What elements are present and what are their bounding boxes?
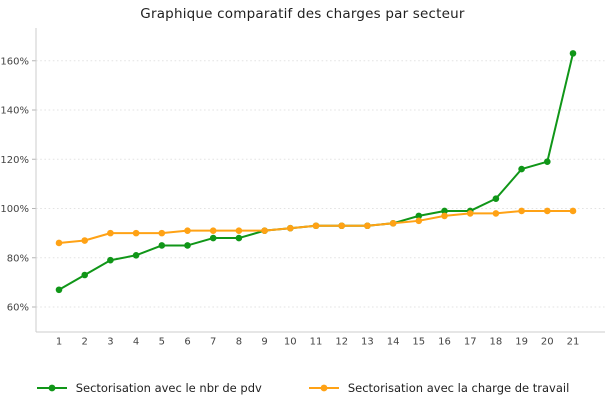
data-point — [107, 256, 114, 264]
x-axis-label: 18 — [490, 337, 503, 348]
data-point — [466, 210, 474, 217]
x-axis-label: 15 — [412, 337, 425, 348]
data-point — [209, 227, 217, 234]
data-point — [544, 207, 551, 215]
x-axis-label: 12 — [335, 337, 348, 348]
x-axis-label: 1 — [56, 337, 62, 348]
data-point — [415, 217, 423, 225]
data-point — [81, 237, 88, 244]
data-point — [364, 222, 371, 230]
x-axis-label: 9 — [261, 337, 267, 348]
data-point — [184, 227, 191, 234]
data-point — [441, 207, 448, 215]
y-axis-label: 100% — [0, 204, 29, 215]
data-point — [158, 242, 166, 249]
y-axis-label: 160% — [0, 56, 29, 67]
legend-label-charge-travail: Sectorisation avec la charge de travail — [347, 381, 570, 395]
x-axis-label: 6 — [184, 337, 190, 348]
y-axis-label: 140% — [0, 106, 29, 117]
data-point — [235, 234, 243, 242]
data-point — [441, 212, 448, 220]
data-point — [518, 165, 525, 173]
data-point — [569, 207, 577, 215]
data-point — [55, 239, 63, 247]
data-point — [132, 229, 140, 237]
x-axis-label: 16 — [438, 337, 451, 348]
legend-marker-line-dot-icon — [308, 384, 339, 392]
data-point — [492, 195, 500, 202]
data-point — [158, 229, 166, 237]
legend-marker-line-dot-icon — [36, 384, 67, 392]
data-point — [107, 229, 114, 237]
data-point — [312, 222, 320, 230]
legend-label-nbr-pdv: Sectorisation avec le nbr de pdv — [75, 381, 262, 395]
x-axis-label: 14 — [387, 337, 400, 348]
data-point — [81, 271, 88, 279]
data-point — [132, 251, 140, 259]
y-axis-label: 60% — [7, 303, 29, 314]
x-axis-label: 19 — [515, 337, 528, 348]
data-point — [55, 286, 63, 294]
x-axis-label: 17 — [464, 337, 477, 348]
x-axis-label: 10 — [284, 337, 297, 348]
x-axis-label: 20 — [541, 337, 554, 348]
y-axis-label: 80% — [7, 253, 29, 264]
data-point — [184, 242, 191, 249]
x-axis-label: 11 — [310, 337, 323, 348]
legend-item-charge-travail: Sectorisation avec la charge de travail — [308, 381, 569, 395]
x-axis-label: 4 — [133, 337, 139, 348]
y-axis-label: 120% — [0, 155, 29, 166]
chart-legend: Sectorisation avec le nbr de pdv Sectori… — [0, 381, 605, 395]
data-point — [518, 207, 525, 215]
chart-title: Graphique comparatif des charges par sec… — [140, 6, 465, 22]
data-point — [415, 212, 423, 220]
data-point — [235, 227, 243, 234]
x-axis-label: 13 — [361, 337, 374, 348]
data-point — [492, 210, 500, 217]
x-axis-label: 21 — [567, 337, 580, 348]
data-point — [544, 158, 551, 166]
data-point — [338, 222, 346, 230]
x-axis-label: 2 — [82, 337, 88, 348]
data-point — [209, 234, 217, 242]
data-point — [261, 227, 268, 234]
data-point — [287, 224, 294, 232]
data-point — [569, 50, 577, 57]
x-axis-label: 8 — [236, 337, 242, 348]
x-axis-label: 3 — [107, 337, 113, 348]
x-axis-label: 5 — [159, 337, 165, 348]
x-axis-label: 7 — [210, 337, 216, 348]
legend-item-nbr-pdv: Sectorisation avec le nbr de pdv — [36, 381, 262, 395]
data-point — [389, 219, 397, 227]
